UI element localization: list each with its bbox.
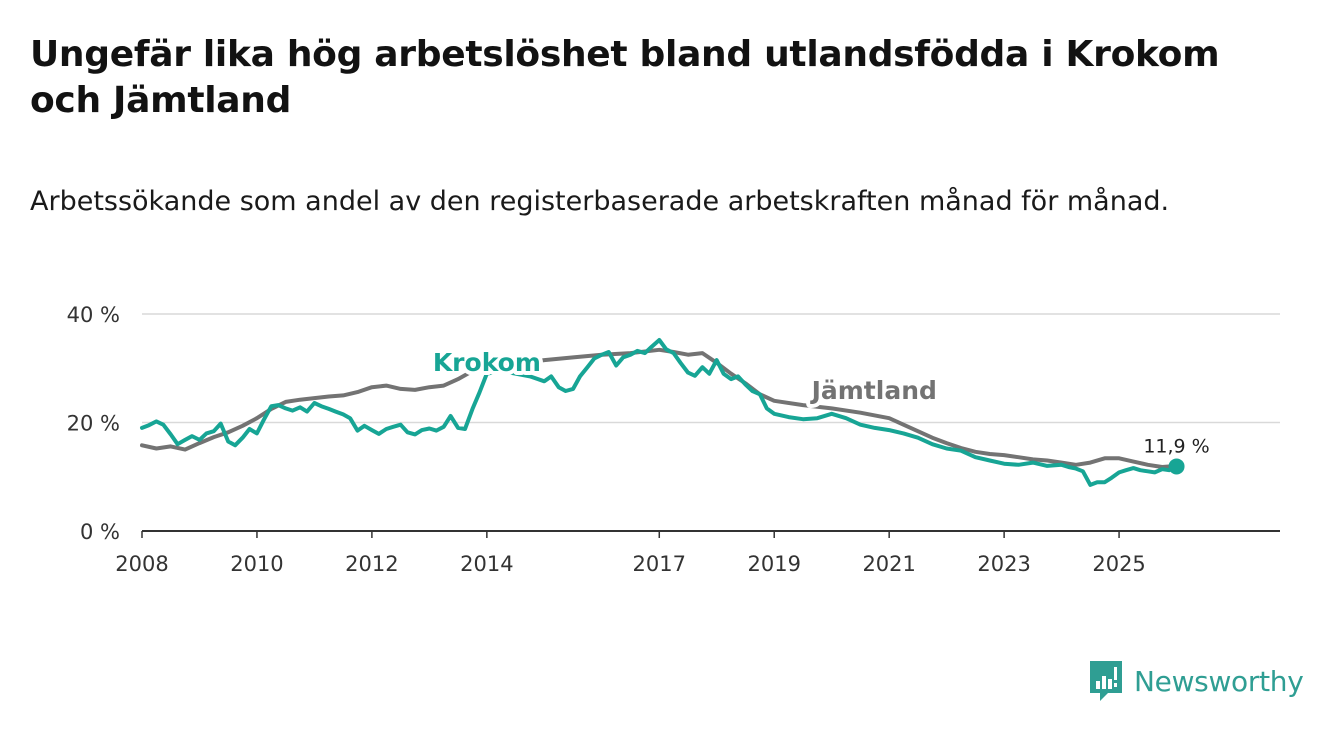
series-label-halo: Jämtland [810, 376, 937, 405]
y-tick-label: 0 % [80, 520, 120, 544]
newsworthy-brand: Newsworthy [1088, 658, 1304, 704]
x-tick-label: 2023 [977, 552, 1030, 576]
grid-lines [142, 313, 1280, 424]
x-tick-label: 2010 [230, 552, 283, 576]
x-axis [141, 530, 1280, 538]
end-value-label: 11,9 % [1143, 435, 1209, 457]
series-label-halo: Krokom [433, 348, 541, 377]
series-line-krokom [140, 338, 1179, 487]
x-tick-label: 2017 [633, 552, 686, 576]
y-tick-label: 20 % [67, 412, 120, 436]
chart-title: Ungefär lika hög arbetslöshet bland utla… [30, 34, 1220, 121]
series-label: Krokom [433, 348, 541, 377]
x-tick-label: 2012 [345, 552, 398, 576]
x-tick-label: 2019 [747, 552, 800, 576]
y-tick-label: 40 % [67, 303, 120, 327]
brand-name: Newsworthy [1134, 664, 1304, 698]
x-tick-label: 2025 [1092, 552, 1145, 576]
series-label: Jämtland [810, 376, 937, 405]
x-tick-label: 2008 [115, 552, 168, 576]
series-lines [140, 338, 1179, 487]
chart-subtitle: Arbetssökande som andel av den registerb… [30, 186, 1170, 217]
x-tick-label: 2021 [862, 552, 915, 576]
newsworthy-logo-icon [1090, 661, 1122, 701]
end-point-marker [1168, 458, 1185, 475]
chart-labels: 0 % 20 % 40 % 2008 2010 2012 2014 2017 2019 2021 2… [67, 303, 1210, 576]
x-tick-label: 2014 [460, 552, 513, 576]
